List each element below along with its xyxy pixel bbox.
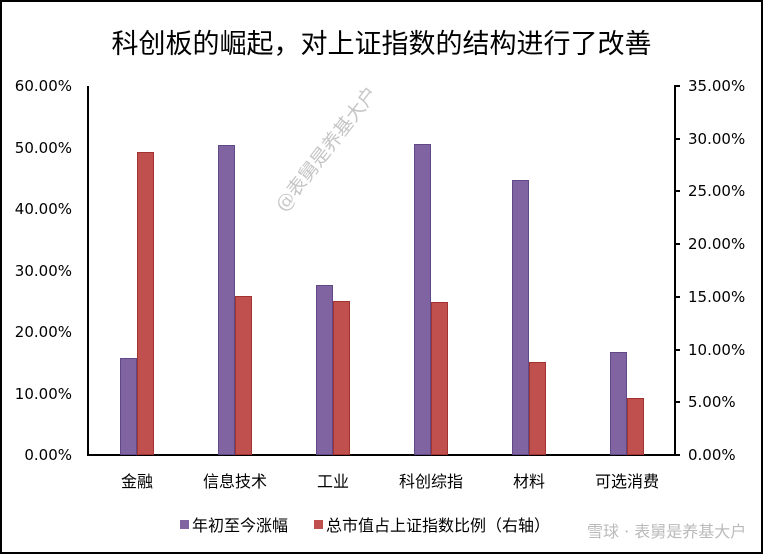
x-axis — [87, 454, 676, 456]
y-tick-mark-right — [674, 243, 680, 246]
y-tick-right: 35.00% — [688, 77, 746, 95]
x-tick-label: 金融 — [120, 472, 153, 491]
y-axis-right — [674, 86, 676, 456]
bar-series1 — [218, 145, 235, 455]
legend-swatch-purple — [180, 519, 189, 529]
y-tick-mark-right — [674, 348, 680, 351]
y-tick-mark-right — [674, 454, 680, 456]
y-tick-left: 60.00% — [14, 77, 72, 95]
y-tick-mark-right — [674, 295, 680, 298]
chart-title: 科创板的崛起，对上证指数的结构进行了改善 — [111, 29, 652, 60]
legend-item-series2: 总市值占上证指数比例（右轴） — [314, 512, 550, 536]
y-tick-right: 10.00% — [688, 340, 746, 359]
bar-series1 — [120, 357, 137, 455]
legend-label-series2: 总市值占上证指数比例（右轴） — [326, 516, 551, 535]
bar-series2 — [431, 302, 448, 455]
legend: 年初至今涨幅 总市值占上证指数比例（右轴） — [180, 512, 550, 536]
y-tick-mark-right — [674, 190, 680, 193]
y-tick-left: 10.00% — [14, 384, 72, 403]
x-tick-label: 材料 — [512, 472, 545, 491]
y-tick-mark-right — [674, 85, 680, 87]
y-tick-left: 30.00% — [14, 261, 72, 280]
y-tick-right: 0.00% — [688, 446, 736, 464]
y-tick-right: 30.00% — [688, 129, 746, 148]
bar-series2 — [333, 301, 350, 455]
watermark-bottom: 雪球 · 表舅是养基大户 — [587, 522, 747, 541]
bar-series1 — [610, 352, 627, 455]
bar-series1 — [414, 143, 431, 455]
y-axis-left — [87, 86, 89, 456]
legend-label-series1: 年初至今涨幅 — [192, 516, 289, 535]
y-tick-right: 15.00% — [688, 287, 746, 306]
legend-swatch-red — [314, 519, 324, 529]
bar-series2 — [235, 295, 252, 455]
y-tick-right: 5.00% — [688, 393, 736, 412]
x-tick-label: 信息技术 — [202, 472, 267, 491]
y-tick-left: 0.00% — [24, 446, 72, 464]
x-tick-label: 可选消费 — [594, 472, 659, 491]
y-tick-left: 20.00% — [14, 323, 72, 341]
y-tick-right: 20.00% — [688, 235, 746, 254]
y-tick-left: 50.00% — [14, 138, 72, 157]
x-tick-label: 工业 — [316, 472, 349, 491]
y-tick-left: 40.00% — [14, 200, 72, 218]
y-tick-mark-right — [674, 401, 680, 404]
legend-item-series1: 年初至今涨幅 — [180, 512, 288, 536]
y-tick-right: 25.00% — [688, 182, 746, 201]
bar-series1 — [316, 285, 333, 455]
bar-series2 — [137, 152, 154, 455]
y-tick-mark-right — [674, 137, 680, 140]
x-tick-label: 科创综指 — [398, 472, 463, 491]
bar-series1 — [512, 180, 529, 455]
bar-series2 — [627, 398, 644, 455]
bar-series2 — [529, 362, 546, 455]
